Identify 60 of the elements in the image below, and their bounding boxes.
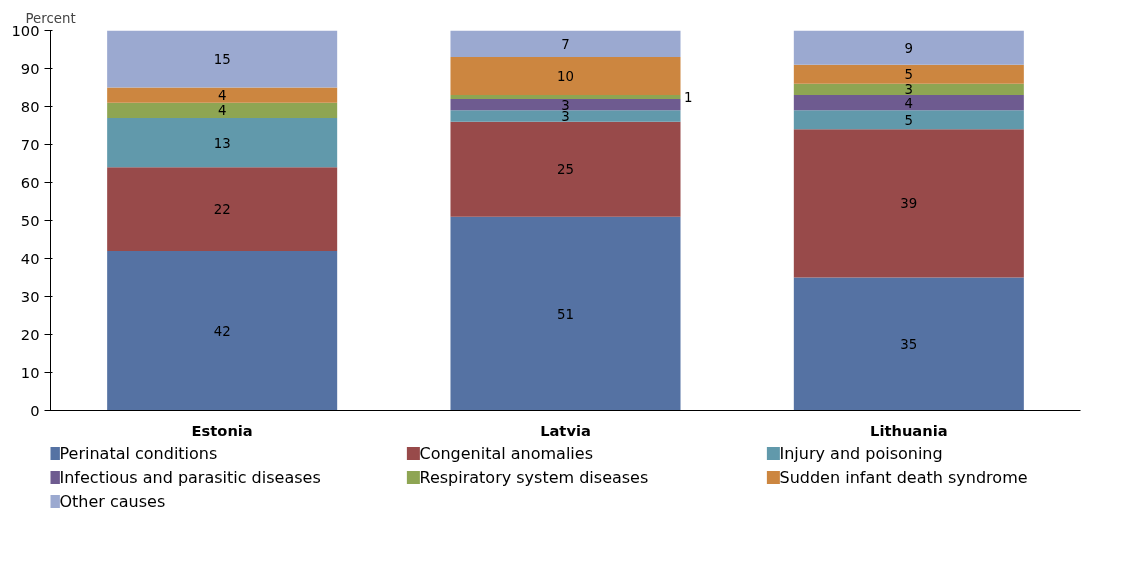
- y-tick-label: 70: [20, 135, 40, 153]
- legend-label: Injury and poisoning: [779, 444, 943, 463]
- bar: [450, 121, 681, 217]
- bar: [450, 110, 681, 122]
- bar: [107, 102, 338, 118]
- data-label: 13: [213, 135, 231, 151]
- data-label: 9: [904, 40, 914, 56]
- data-label: 15: [213, 52, 231, 67]
- bar: [107, 117, 338, 168]
- data-label: 10: [557, 69, 574, 85]
- legend-label: Infectious and parasitic diseases: [59, 468, 321, 487]
- data-label: 39: [900, 196, 918, 212]
- y-tick-label: 80: [20, 97, 40, 115]
- bar: [793, 110, 1024, 130]
- data-label: 1: [683, 90, 693, 105]
- bar: [793, 30, 1024, 65]
- data-label: 51: [557, 306, 574, 322]
- data-label: 4: [904, 95, 914, 111]
- y-axis-title: Percent: [25, 10, 76, 26]
- y-tick-label: 50: [20, 211, 40, 229]
- y-tick-label: 90: [20, 59, 40, 77]
- bar: [107, 250, 338, 411]
- legend-label: Other causes: [59, 492, 166, 511]
- y-tick-label: 0: [30, 401, 40, 419]
- data-label: 42: [213, 323, 231, 339]
- bar: [793, 129, 1024, 278]
- y-tick-label: 40: [20, 249, 40, 267]
- data-label: 3: [904, 82, 914, 98]
- y-tick-label: 30: [20, 287, 40, 305]
- data-label: 4: [217, 103, 227, 119]
- data-label: 5: [904, 67, 914, 83]
- legend-label: Respiratory system diseases: [419, 468, 649, 487]
- y-tick-label: 20: [20, 325, 40, 343]
- bar: [450, 98, 681, 111]
- x-tick-label: Estonia: [191, 421, 253, 439]
- data-label: 25: [557, 162, 574, 178]
- bar: [793, 64, 1024, 84]
- bar: [793, 277, 1024, 411]
- bar: [107, 30, 338, 88]
- x-tick-label: Lithuania: [870, 421, 948, 439]
- bar: [450, 216, 681, 411]
- x-tick-label: Latvia: [540, 421, 591, 439]
- data-label: 35: [900, 337, 918, 352]
- bar: [793, 83, 1024, 96]
- bar: [107, 167, 338, 251]
- data-label: 4: [217, 88, 227, 104]
- data-label: 3: [561, 109, 570, 124]
- y-tick-label: 10: [20, 363, 40, 381]
- bar: [107, 87, 338, 103]
- data-label: 7: [561, 36, 570, 52]
- bar: [450, 95, 681, 99]
- data-label: 22: [213, 202, 231, 218]
- data-label: 5: [904, 112, 914, 128]
- legend-label: Sudden infant death syndrome: [779, 468, 1028, 487]
- bar: [450, 57, 681, 96]
- legend-label: Congenital anomalies: [419, 444, 593, 463]
- legend-label: Perinatal conditions: [59, 444, 218, 463]
- bar: [450, 30, 681, 58]
- bar: [793, 95, 1024, 111]
- y-tick-label: 60: [20, 173, 40, 191]
